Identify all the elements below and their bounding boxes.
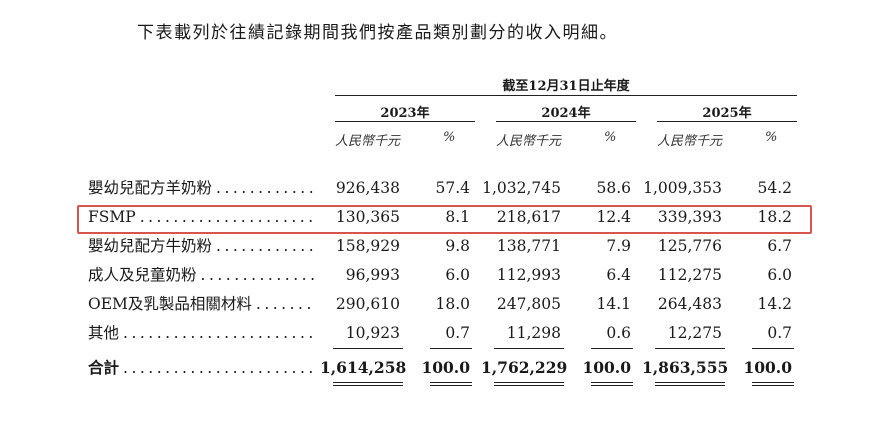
total-double-rule: [333, 382, 403, 386]
year-header-2025: 2025年: [702, 106, 752, 121]
total-value: 100.0: [743, 358, 792, 377]
total-value: 100.0: [421, 358, 470, 377]
cell-value: 18.0: [435, 295, 470, 313]
cell-value: 138,771: [496, 237, 561, 255]
row-label: 嬰幼兒配方羊奶粉: [88, 179, 213, 197]
cell-value: 57.4: [435, 179, 470, 197]
cell-value: 264,483: [657, 295, 722, 313]
percent-header-2024: %: [604, 130, 617, 145]
cell-value: 10,923: [345, 324, 400, 342]
row-label: 其他: [88, 324, 120, 342]
cell-value: 1,032,745: [482, 179, 561, 197]
cell-value: 112,275: [657, 266, 722, 284]
cell-value: 158,929: [335, 237, 400, 255]
total-double-rule: [655, 382, 725, 386]
cell-value: 11,298: [506, 324, 561, 342]
cell-value: 0.6: [606, 324, 631, 342]
fsmp-row-highlight: [77, 205, 812, 234]
percent-header-2023: %: [443, 130, 456, 145]
currency-header-2023: 人民幣千元: [335, 134, 401, 149]
cell-value: 6.7: [767, 237, 792, 255]
cell-value: 14.1: [596, 295, 631, 313]
cell-value: 339,393: [657, 208, 722, 226]
total-value: 1,614,258: [320, 358, 407, 377]
cell-value: 6.4: [606, 266, 631, 284]
row-label: OEM及乳製品相關材料: [88, 295, 252, 313]
total-value: 1,863,555: [642, 358, 729, 377]
total-double-rule: [430, 382, 472, 386]
total-label: 合計: [88, 358, 120, 377]
cell-value: 290,610: [335, 295, 400, 313]
subtotal-rule: [494, 348, 564, 349]
total-value: 1,762,229: [481, 358, 568, 377]
cell-value: 125,776: [657, 237, 722, 255]
cell-value: 12,275: [667, 324, 722, 342]
cell-value: 926,438: [335, 179, 400, 197]
cell-value: 8.1: [445, 208, 470, 226]
subtotal-rule: [430, 348, 472, 349]
cell-value: 7.9: [606, 237, 631, 255]
currency-header-2025: 人民幣千元: [657, 134, 723, 149]
intro-text: 下表載列於往績記錄期間我們按產品類別劃分的收入明細。: [137, 23, 618, 43]
cell-value: 6.0: [767, 266, 792, 284]
percent-header-2025: %: [765, 130, 778, 145]
row-label: 成人及兒童奶粉: [88, 266, 197, 284]
cell-value: 0.7: [767, 324, 792, 342]
row-label: FSMP: [88, 208, 136, 226]
year-header-2024: 2024年: [541, 106, 591, 121]
total-double-rule: [494, 382, 564, 386]
cell-value: 96,993: [345, 266, 400, 284]
period-heading: 截至12月31日止年度: [502, 79, 630, 94]
cell-value: 0.7: [445, 324, 470, 342]
year-rule-2024: [496, 121, 636, 122]
year-rule-2025: [657, 121, 797, 122]
cell-value: 14.2: [757, 295, 792, 313]
subtotal-rule: [655, 348, 725, 349]
cell-value: 12.4: [596, 208, 631, 226]
row-label: 嬰幼兒配方牛奶粉: [88, 237, 213, 255]
year-header-2023: 2023年: [380, 106, 430, 121]
cell-value: 6.0: [445, 266, 470, 284]
cell-value: 9.8: [445, 237, 470, 255]
cell-value: 58.6: [596, 179, 631, 197]
total-double-rule: [591, 382, 633, 386]
cell-value: 54.2: [757, 179, 792, 197]
total-double-rule: [752, 382, 794, 386]
subtotal-rule: [752, 348, 794, 349]
total-value: 100.0: [582, 358, 631, 377]
cell-value: 112,993: [496, 266, 561, 284]
cell-value: 1,009,353: [643, 179, 722, 197]
cell-value: 218,617: [496, 208, 561, 226]
year-rule-2023: [335, 121, 475, 122]
cell-value: 18.2: [757, 208, 792, 226]
cell-value: 130,365: [335, 208, 400, 226]
subtotal-rule: [333, 348, 403, 349]
period-heading-rule: [335, 95, 797, 96]
currency-header-2024: 人民幣千元: [496, 134, 562, 149]
subtotal-rule: [591, 348, 633, 349]
cell-value: 247,805: [496, 295, 561, 313]
